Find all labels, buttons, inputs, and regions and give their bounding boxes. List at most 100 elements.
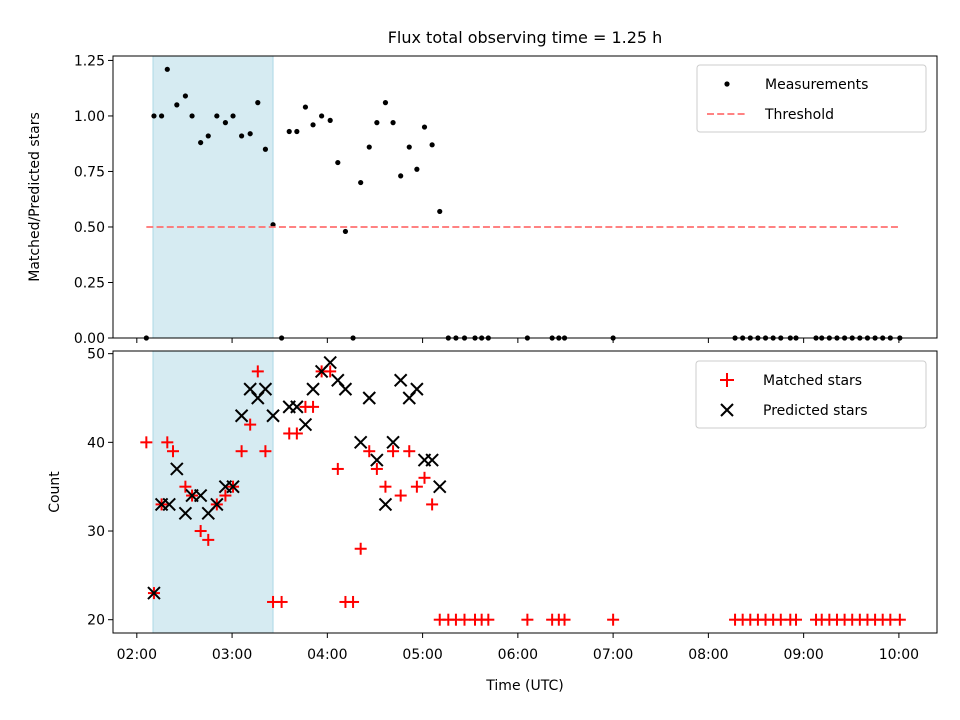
y-tick-label: 0.75 [74, 164, 105, 180]
predicted-stars-marker [170, 462, 184, 476]
measurements-point [286, 128, 292, 135]
matched-stars-marker [418, 471, 431, 484]
predicted-stars-marker [353, 435, 368, 450]
counts-panel-x-ticks: 02:00 03:00 04:00 05:00 06:00 07:00 08:00 09:00… [117, 633, 919, 663]
ratio-legend-box [696, 64, 927, 133]
matched-stars-marker [167, 445, 180, 458]
predicted-stars-marker [162, 497, 176, 512]
measurements-point [214, 113, 220, 119]
predicted-stars-marker [378, 497, 393, 512]
x-tick-label: 03:00 [212, 647, 252, 663]
measurements-point [198, 139, 204, 146]
predicted-stars-legend-label: Predicted stars [763, 403, 868, 419]
counts-panel-shaded-window [152, 350, 274, 634]
measurements-point [230, 113, 236, 119]
y-tick-label: 50 [87, 347, 105, 363]
measurements-point [327, 117, 333, 123]
matched-stars-marker [194, 525, 207, 538]
predicted-stars-marker [178, 506, 193, 520]
matched-stars-legend-marker [720, 373, 734, 387]
shaded-window [152, 55, 274, 339]
matched-stars-marker [403, 445, 416, 458]
measurements-point [390, 120, 396, 126]
measurements-point [421, 124, 428, 130]
ratio-panel-shaded-window [152, 55, 274, 339]
matched-stars-marker [410, 480, 423, 493]
shaded-window [152, 350, 274, 634]
x-tick-label: 10:00 [879, 647, 919, 663]
measurements-point [374, 120, 380, 126]
predicted-stars-marker [210, 497, 224, 512]
y-tick-label: 0.00 [74, 331, 105, 347]
measurements-point [174, 102, 180, 108]
y-tick-label: 0.25 [74, 275, 105, 291]
y-tick-label: 30 [87, 524, 105, 540]
matched-stars-marker [521, 613, 534, 626]
measurements-point [358, 179, 364, 186]
counts-panel-y-label: Count [47, 471, 63, 513]
predicted-stars-marker [258, 382, 273, 396]
x-tick-label: 09:00 [783, 647, 823, 663]
predicted-stars-marker [370, 453, 384, 467]
predicted-stars-marker [193, 488, 208, 503]
predicted-stars-marker [290, 400, 304, 414]
measurements-point [151, 113, 157, 119]
matched-stars-marker [482, 613, 495, 626]
predicted-stars-marker [433, 479, 447, 494]
measurements-point [255, 100, 261, 106]
ratio-panel-y-label: Matched/Predicted stars [27, 112, 43, 282]
counts-panel-series [140, 355, 906, 626]
matched-stars-marker [331, 462, 344, 475]
measurements-point [429, 142, 435, 148]
matched-stars-marker [607, 613, 620, 626]
counts-panel-y-ticks: 20 30 40 50 [87, 347, 113, 629]
predicted-stars-marker [226, 479, 240, 494]
counts-panel-frame [112, 350, 938, 634]
ratio-panel: 0.00 0.25 0.50 0.75 1.00 1.25 Matched/Predict… [27, 53, 938, 347]
measurements-point [335, 159, 341, 166]
matched-stars-marker [354, 542, 367, 555]
predicted-stars-marker [147, 586, 161, 600]
matched-stars-marker [179, 480, 192, 493]
x-tick-label: 06:00 [498, 647, 538, 663]
matched-stars-marker [790, 613, 803, 626]
matched-stars-marker [202, 533, 215, 546]
ratio-panel-y-ticks: 0.00 0.25 0.50 0.75 1.00 1.25 [74, 53, 113, 347]
measurements-point [319, 113, 325, 119]
matched-stars-marker [379, 480, 392, 493]
matched-stars-marker [161, 436, 174, 449]
matched-stars-marker [394, 489, 407, 502]
matched-stars-marker [458, 613, 471, 626]
predicted-stars-marker [410, 382, 424, 396]
matched-stars-marker [324, 365, 337, 378]
predicted-stars-marker [362, 391, 376, 405]
matched-stars-marker [244, 418, 257, 431]
measurements-point [366, 144, 372, 150]
y-tick-label: 40 [87, 435, 105, 451]
x-tick-label: 05:00 [402, 647, 442, 663]
x-tick-label: 07:00 [593, 647, 633, 663]
predicted-stars-marker [266, 409, 280, 423]
measurements-point [437, 208, 443, 215]
ratio-panel-x-ticks [136, 338, 900, 343]
ratio-panel-legend: Measurements Threshold [696, 64, 927, 133]
matched-stars-marker [259, 445, 272, 458]
measurements-point [342, 228, 349, 235]
matched-stars-marker [426, 498, 439, 511]
measurements-legend-marker [724, 81, 730, 87]
matched-stars-marker [235, 445, 248, 458]
y-tick-label: 1.00 [74, 109, 105, 125]
matched-stars-marker [387, 445, 400, 458]
measurements-point [182, 93, 188, 99]
matched-stars-marker [307, 400, 320, 413]
counts-legend-box [695, 360, 927, 429]
measurements-point [262, 146, 269, 152]
predicted-stars-marker [393, 373, 408, 387]
measurements-point [189, 113, 195, 119]
predicted-stars-legend-marker [720, 403, 734, 417]
y-tick-label: 20 [87, 613, 105, 629]
measurements-point [247, 131, 253, 137]
measurements-point [302, 104, 309, 110]
